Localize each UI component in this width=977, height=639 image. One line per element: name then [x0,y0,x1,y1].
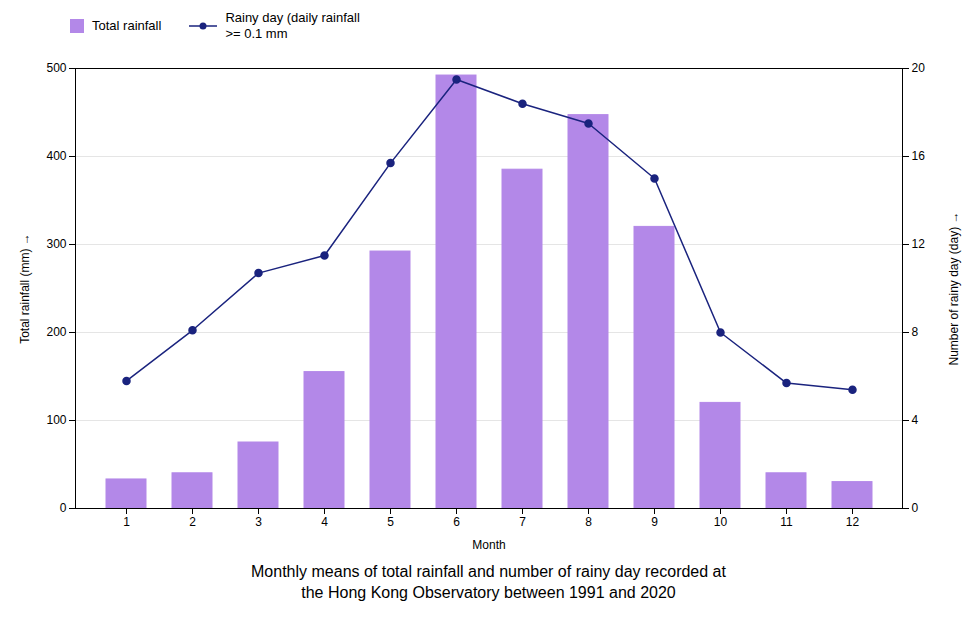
svg-text:12: 12 [846,515,860,529]
svg-text:4: 4 [321,515,328,529]
svg-text:6: 6 [453,515,460,529]
html-text:Monthly means of total rainfal: Monthly means of total rainfall and numb… [251,563,726,601]
svg-text:8: 8 [585,515,592,529]
svg-text:0: 0 [912,501,919,515]
svg-text:3: 3 [255,515,262,529]
svg-text:4: 4 [912,413,919,427]
svg-text:8: 8 [912,325,919,339]
svg-text:7: 7 [519,515,526,529]
svg-text:Month: Month [472,538,505,552]
svg-text:0: 0 [60,501,67,515]
svg-text:10: 10 [714,515,728,529]
svg-text:12: 12 [912,237,926,251]
html-text:Total rainfall: Total rainfall [92,18,162,34]
svg-text:11: 11 [780,515,793,529]
svg-text:1: 1 [123,515,130,529]
svg-text:2: 2 [189,515,196,529]
svg-text:16: 16 [912,149,926,163]
svg-text:9: 9 [651,515,658,529]
svg-text:100: 100 [46,413,66,427]
html-text:Rainy day (daily rainfall >= 0: Rainy day (daily rainfall >= 0.1 mm [225,10,360,41]
svg-text:5: 5 [387,515,394,529]
svg-text:200: 200 [46,325,66,339]
svg-text:20: 20 [912,61,926,75]
svg-text:Total rainfall (mm) →: Total rainfall (mm) → [18,233,32,344]
svg-text:400: 400 [46,149,66,163]
svg-text:300: 300 [46,237,66,251]
svg-text:500: 500 [46,61,66,75]
svg-text:Number of rainy day (day) →: Number of rainy day (day) → [947,211,961,365]
